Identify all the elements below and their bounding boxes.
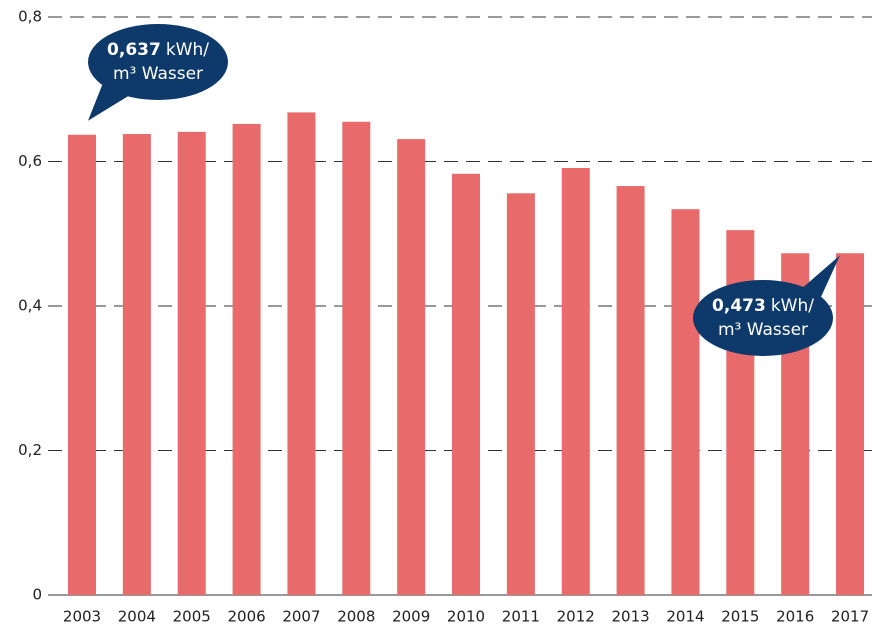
bar — [506, 193, 535, 596]
x-tick-label: 2009 — [392, 608, 430, 626]
x-tick-label: 2017 — [831, 608, 869, 626]
x-tick-label: 2007 — [282, 608, 320, 626]
callout: 0,637 kWh/m³ Wasser — [88, 24, 228, 121]
y-tick-label: 0,6 — [18, 152, 42, 170]
bar — [68, 134, 96, 595]
x-tick-label: 2016 — [776, 608, 814, 626]
bar — [232, 123, 261, 596]
x-tick-label: 2013 — [612, 608, 650, 626]
callout-text: m³ Wasser — [718, 320, 808, 340]
y-tick-label: 0,2 — [18, 441, 42, 459]
callout: 0,473 kWh/m³ Wasser — [693, 255, 841, 356]
bar — [616, 186, 645, 595]
y-tick-label: 0,8 — [18, 8, 42, 26]
bar — [397, 139, 426, 596]
bar — [836, 253, 865, 595]
callout-value: 0,473 — [712, 296, 766, 316]
x-tick-label: 2011 — [502, 608, 540, 626]
callout-line: 0,473 kWh/ — [712, 296, 814, 316]
x-tick-label: 2008 — [337, 608, 375, 626]
callout-line: 0,637 kWh/ — [107, 40, 209, 60]
callout-unit: kWh/ — [166, 40, 209, 60]
x-tick-label: 2012 — [557, 608, 595, 626]
x-tick-label: 2005 — [173, 608, 211, 626]
callout-text: m³ Wasser — [113, 64, 203, 84]
callout-bubble — [88, 24, 228, 100]
bar — [177, 131, 206, 595]
bar — [342, 121, 371, 595]
x-tick-label: 2004 — [118, 608, 156, 626]
callout-value: 0,637 — [107, 40, 161, 60]
y-tick-label: 0,4 — [18, 297, 42, 315]
x-tick-label: 2006 — [227, 608, 265, 626]
x-tick-label: 2014 — [666, 608, 704, 626]
callout-unit: kWh/ — [771, 296, 814, 316]
bar — [561, 168, 590, 595]
x-tick-label: 2010 — [447, 608, 485, 626]
x-tick-label: 2015 — [721, 608, 759, 626]
x-tick-label: 2003 — [63, 608, 101, 626]
bar — [671, 209, 700, 595]
bar — [452, 173, 481, 595]
bar — [287, 112, 316, 596]
callout-bubble — [693, 280, 833, 356]
bar — [122, 134, 151, 596]
y-tick-label: 0 — [32, 586, 42, 604]
